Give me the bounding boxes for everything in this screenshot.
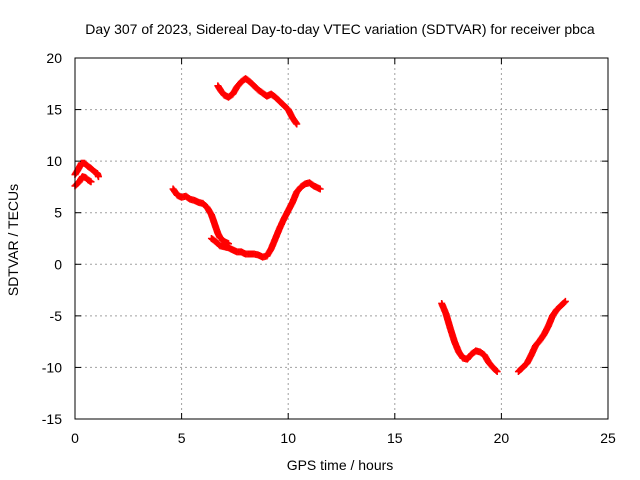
data-point bbox=[492, 367, 500, 375]
y-tick-label: -15 bbox=[42, 411, 62, 427]
series-segment-4 bbox=[169, 185, 233, 248]
x-tick-label: 10 bbox=[280, 430, 296, 446]
series-segment-3 bbox=[214, 75, 301, 128]
x-tick-label: 5 bbox=[178, 430, 186, 446]
series-segment-7 bbox=[514, 297, 569, 376]
x-tick-label: 20 bbox=[494, 430, 510, 446]
y-tick-label: 10 bbox=[46, 153, 62, 169]
data-point bbox=[561, 297, 569, 305]
x-axis-title: GPS time / hours bbox=[287, 457, 394, 473]
data-points bbox=[71, 75, 569, 376]
ticks: 0 5 10 15 20 25 20 15 10 5 0 -5 -10 -15 bbox=[42, 50, 616, 446]
data-point bbox=[560, 298, 568, 306]
data-point bbox=[87, 178, 95, 186]
y-tick-label: 15 bbox=[46, 102, 62, 118]
y-tick-label: 20 bbox=[46, 50, 62, 66]
y-tick-label: -5 bbox=[50, 308, 63, 324]
grid bbox=[75, 58, 608, 419]
chart-title: Day 307 of 2023, Sidereal Day-to-day VTE… bbox=[85, 21, 595, 37]
plot-frame bbox=[74, 57, 609, 420]
data-point bbox=[493, 368, 501, 376]
data-point bbox=[316, 185, 324, 193]
y-tick-label: -10 bbox=[42, 359, 62, 375]
data-point bbox=[94, 173, 102, 181]
series-segment-6 bbox=[438, 299, 501, 376]
series-segment-1 bbox=[71, 159, 102, 181]
data-point bbox=[293, 120, 301, 128]
y-tick-label: 5 bbox=[54, 205, 62, 221]
y-tick-label: 0 bbox=[54, 256, 62, 272]
y-axis-title: SDTVAR / TECUs bbox=[5, 184, 21, 296]
x-tick-label: 15 bbox=[387, 430, 403, 446]
x-tick-label: 25 bbox=[600, 430, 616, 446]
series-segment-5 bbox=[207, 179, 324, 261]
x-tick-label: 0 bbox=[71, 430, 79, 446]
